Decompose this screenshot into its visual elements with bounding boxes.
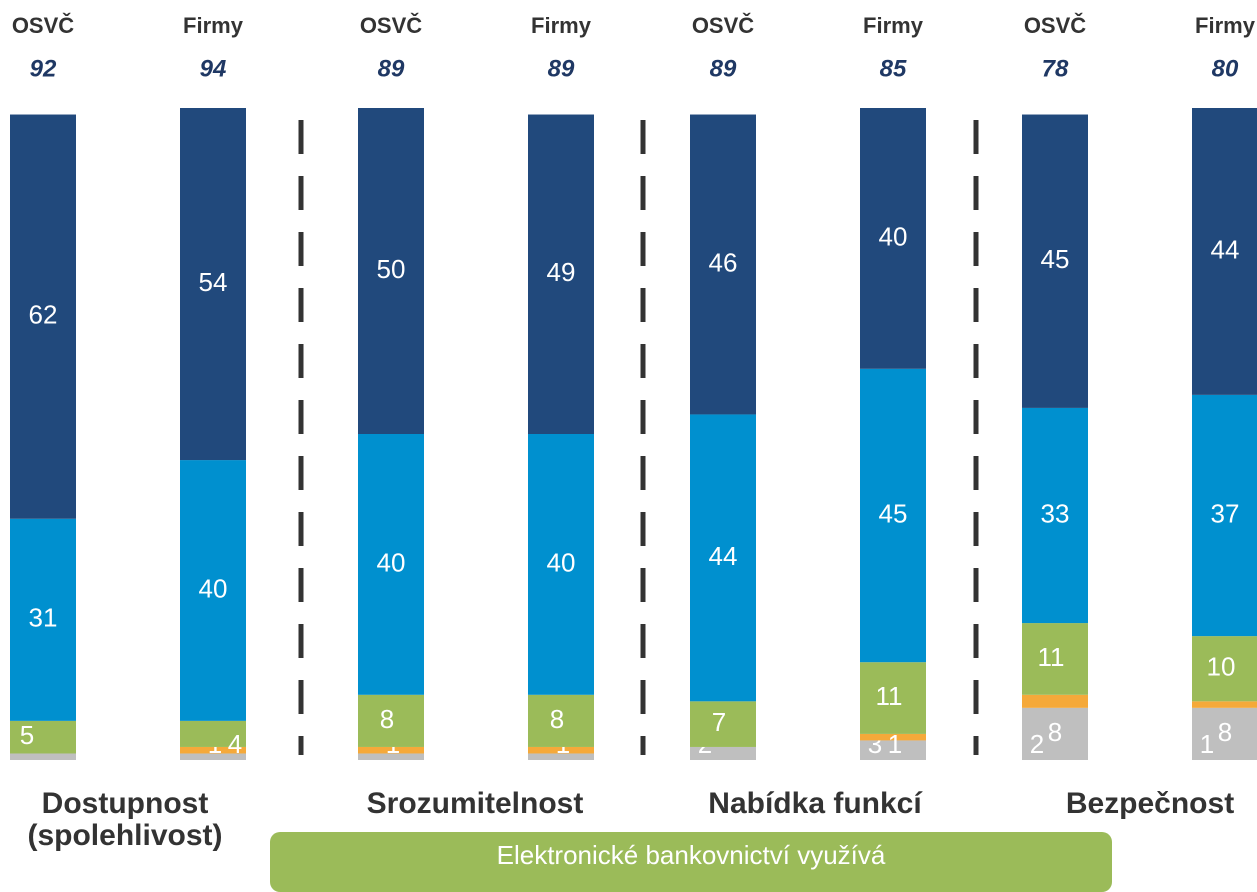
segment-label: 50 (377, 254, 406, 284)
bar-segment (690, 701, 756, 747)
segment-label: 1 (1200, 729, 1214, 759)
chart: OSVČ 92 1 5 31 62 Firmy 94 11 4 40 54 OSVČ 89 11 8 40 50 F… (10, 13, 1257, 760)
total-label: 94 (200, 55, 227, 82)
segment-label: 40 (547, 547, 576, 577)
segment-label: 33 (1041, 498, 1070, 528)
segment-label: 8 (380, 704, 394, 734)
bar-segment (10, 720, 76, 754)
segment-label: 1 (888, 729, 902, 759)
bar-segment (10, 518, 76, 721)
bar-segment (1022, 114, 1088, 408)
category-label: Firmy (183, 13, 244, 38)
total-label: 89 (710, 55, 737, 82)
bar-segment (10, 114, 76, 519)
bar-segment (528, 753, 594, 760)
category-label: OSVČ (360, 13, 422, 38)
bar-segment (860, 662, 926, 734)
segment-label: 45 (1041, 244, 1070, 274)
bar-segment (180, 108, 246, 461)
bar-segment (358, 434, 424, 695)
segment-label: 10 (1207, 652, 1236, 682)
segment-label: 40 (879, 221, 908, 251)
segment-label: 46 (709, 247, 738, 277)
segment-label: 54 (199, 267, 228, 297)
bar-segment (1192, 108, 1257, 395)
bar-segment (860, 368, 926, 663)
total-label: 85 (880, 55, 907, 82)
bar-segment (860, 740, 926, 760)
bar-segment (358, 753, 424, 760)
segment-label: 4 (228, 729, 242, 759)
total-label: 78 (1042, 55, 1069, 82)
bar-segment (1022, 694, 1088, 708)
segment-label: 31 (29, 603, 58, 633)
segment-label: 40 (377, 547, 406, 577)
group-label: Bezpečnost (1065, 787, 1235, 820)
segment-label: 8 (1218, 717, 1232, 747)
segment-label: 49 (547, 257, 576, 287)
bar-segment (528, 694, 594, 747)
category-label: Firmy (531, 13, 592, 38)
bar-segment (1192, 701, 1257, 708)
segment-label: 44 (1211, 234, 1240, 264)
segment-label: 7 (712, 707, 726, 737)
segment-label: 2 (1030, 729, 1044, 759)
category-label: Firmy (1195, 13, 1256, 38)
segment-label: 8 (1048, 717, 1062, 747)
total-label: 89 (548, 55, 575, 82)
category-label: OSVČ (1024, 13, 1086, 38)
bar-segment (690, 114, 756, 415)
bar-segment (1192, 636, 1257, 702)
bar-segment (528, 114, 594, 435)
group-label: Srozumitelnost (366, 787, 584, 820)
segment-label: 45 (879, 498, 908, 528)
segment-label: 37 (1211, 498, 1240, 528)
segment-label: 8 (550, 704, 564, 734)
bar-segment (180, 753, 246, 760)
bar-segment (180, 720, 246, 747)
bar-segment (528, 434, 594, 695)
bar-segment (1022, 623, 1088, 695)
page: {"chart_data": {"type": "stacked-bar", "… (10, 12, 1257, 892)
segment-label: 62 (29, 300, 58, 330)
segment-label: 11 (1038, 642, 1065, 672)
group-label: Dostupnost (spolehlivost) (27, 787, 223, 852)
bar-segment (1022, 407, 1088, 624)
category-label: Firmy (863, 13, 924, 38)
bar-segment (180, 746, 246, 754)
segment-label: 5 (20, 720, 34, 750)
group-label: Nabídka funkcí (708, 787, 922, 820)
total-label: 80 (1212, 55, 1239, 82)
category-label: OSVČ (12, 13, 74, 38)
bar-segment (860, 733, 926, 741)
category-label: OSVČ (692, 13, 754, 38)
bar-segment (860, 108, 926, 369)
bar-segment (1022, 707, 1088, 760)
segment-label: 11 (876, 681, 903, 711)
bar-segment (690, 746, 756, 760)
total-label: 89 (378, 55, 405, 82)
bar-segment (1192, 707, 1257, 760)
bar-segment (358, 108, 424, 434)
bar-segment (180, 460, 246, 721)
total-label: 92 (30, 55, 57, 82)
segment-label: 40 (199, 573, 228, 603)
note: Elektronické bankovnictví využívá (270, 832, 1112, 892)
segment-label: 44 (709, 541, 738, 571)
bar-segment (10, 753, 76, 760)
bar-segment (690, 414, 756, 702)
bar-segment (1192, 394, 1257, 637)
bar-segment (528, 746, 594, 754)
bar-segment (358, 746, 424, 754)
bar-segment (358, 694, 424, 747)
